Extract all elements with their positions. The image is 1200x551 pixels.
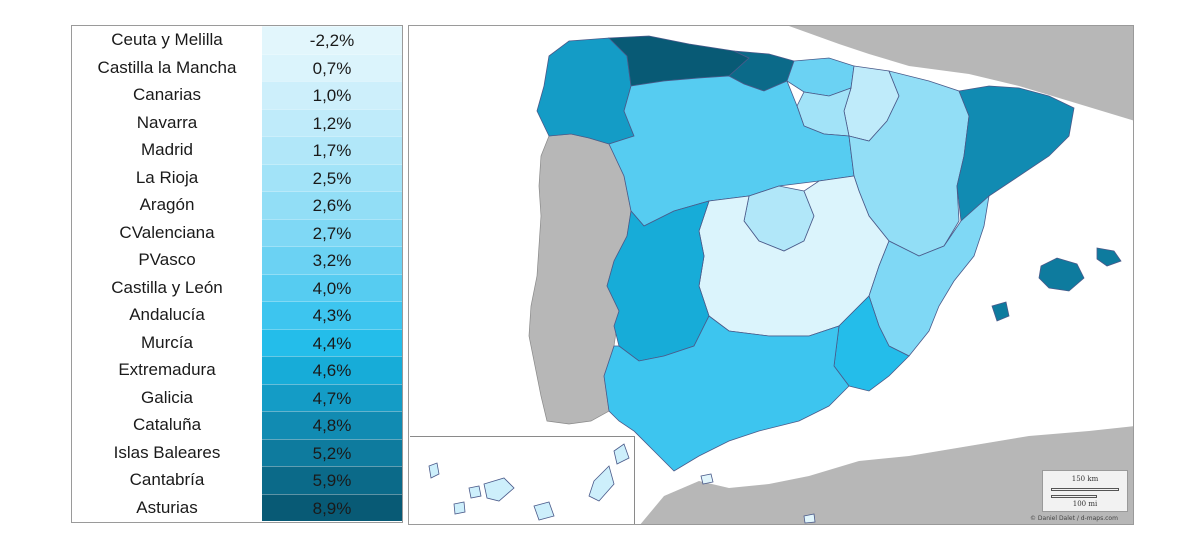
legend-region-name: Extremadura: [118, 360, 216, 379]
region-melilla: [803, 513, 816, 524]
legend-region-value: 2,5%: [262, 163, 402, 191]
island-gran-canaria: [533, 501, 555, 521]
region-ceuta: [700, 473, 714, 485]
island-fuerteventura: [588, 465, 615, 502]
legend-row: Asturias 8,9%: [72, 493, 402, 521]
legend-region-value: 2,6%: [262, 191, 402, 219]
legend-region-name: Madrid: [141, 140, 193, 159]
legend-row: Extremadura 4,6%: [72, 356, 402, 384]
region-andalucia: [603, 315, 850, 472]
legend-region-name: Andalucía: [129, 305, 205, 324]
region-baleares-ibiza: [991, 301, 1010, 322]
legend-region-name: Castilla la Mancha: [97, 57, 237, 77]
legend-table: Ceuta y Melilla -2,2% Castilla la Mancha 0,…: [71, 25, 403, 523]
legend-region-value: -2,2%: [262, 26, 402, 54]
legend-region-name: Aragón: [139, 195, 195, 214]
legend-row: Aragón 2,6%: [72, 191, 402, 219]
legend-region-name: Navarra: [136, 112, 198, 132]
legend-region-value: 4,7%: [262, 383, 402, 411]
legend-region-value: 1,2%: [262, 108, 402, 136]
legend-region-value: 4,4%: [262, 328, 402, 356]
legend-region-value: 2,7%: [262, 218, 402, 246]
legend-row: Ceuta y Melilla -2,2%: [72, 26, 402, 54]
map-panel: [408, 25, 1134, 525]
scale-bar: 150 km 100 mi: [1042, 470, 1128, 512]
legend-row: Navarra 1,2%: [72, 108, 402, 136]
scale-km-label: 150 km: [1071, 475, 1099, 483]
legend-region-value: 0,7%: [262, 53, 402, 81]
canarias-inset: [428, 443, 630, 521]
legend-region-name: PVasco: [138, 250, 196, 269]
legend-region-value: 3,2%: [262, 246, 402, 274]
legend-region-name: Islas Baleares: [113, 442, 221, 462]
legend-row: PVasco 3,2%: [72, 246, 402, 274]
region-c-valenciana: [868, 194, 990, 357]
legend-region-value: 1,7%: [262, 136, 402, 164]
legend-row: Andalucía 4,3%: [72, 301, 402, 329]
legend-region-value: 5,2%: [262, 438, 402, 466]
legend-row: Galicia 4,7%: [72, 383, 402, 411]
region-galicia: [536, 37, 635, 145]
island-la-gomera: [468, 485, 482, 499]
legend-region-name: CValenciana: [119, 222, 215, 242]
legend-region-value: 5,9%: [262, 466, 402, 494]
legend-region-name: Canarias: [132, 85, 202, 104]
island-tenerife: [483, 477, 515, 502]
island-la-palma: [428, 462, 440, 479]
france-land: [789, 26, 1133, 121]
map-credit: © Daniel Dalet / d-maps.com: [1030, 515, 1118, 522]
legend-region-name: Cantabría: [129, 470, 205, 489]
legend-region-value: 4,3%: [262, 301, 402, 329]
region-cataluna: [956, 85, 1075, 222]
spain-map: [409, 26, 1133, 524]
legend-region-value: 4,6%: [262, 356, 402, 384]
legend-row: Cantabría 5,9%: [72, 466, 402, 494]
region-baleares-mallorca: [1038, 257, 1085, 292]
legend-row: CValenciana 2,7%: [72, 218, 402, 246]
legend-row: Castilla y León 4,0%: [72, 273, 402, 301]
legend-row: Cataluña 4,8%: [72, 411, 402, 439]
legend-row: Madrid 1,7%: [72, 136, 402, 164]
island-lanzarote: [613, 443, 630, 465]
africa-land: [640, 426, 1133, 524]
legend-region-name: Galicia: [141, 387, 193, 407]
scale-mi-bar: [1051, 495, 1097, 498]
region-baleares-menorca: [1096, 247, 1122, 267]
legend-region-name: La Rioja: [135, 167, 199, 187]
legend-region-value: 8,9%: [262, 493, 402, 521]
legend-region-name: Ceuta y Melilla: [111, 30, 223, 49]
legend-region-value: 4,0%: [262, 273, 402, 301]
legend-region-name: Asturias: [136, 497, 198, 517]
legend-row: La Rioja 2,5%: [72, 163, 402, 191]
legend-region-name: Cataluña: [132, 415, 202, 434]
legend-row: Canarias 1,0%: [72, 81, 402, 109]
scale-km-bar: [1051, 488, 1119, 491]
legend-region-name: Castilla y León: [111, 277, 223, 297]
legend-row: Murcía 4,4%: [72, 328, 402, 356]
legend-region-value: 4,8%: [262, 411, 402, 439]
island-el-hierro: [453, 501, 466, 515]
legend-region-name: Murcía: [141, 332, 193, 352]
legend-row: Castilla la Mancha 0,7%: [72, 53, 402, 81]
scale-mi-label: 100 mi: [1072, 500, 1098, 508]
legend-region-value: 1,0%: [262, 81, 402, 109]
legend-row: Islas Baleares 5,2%: [72, 438, 402, 466]
